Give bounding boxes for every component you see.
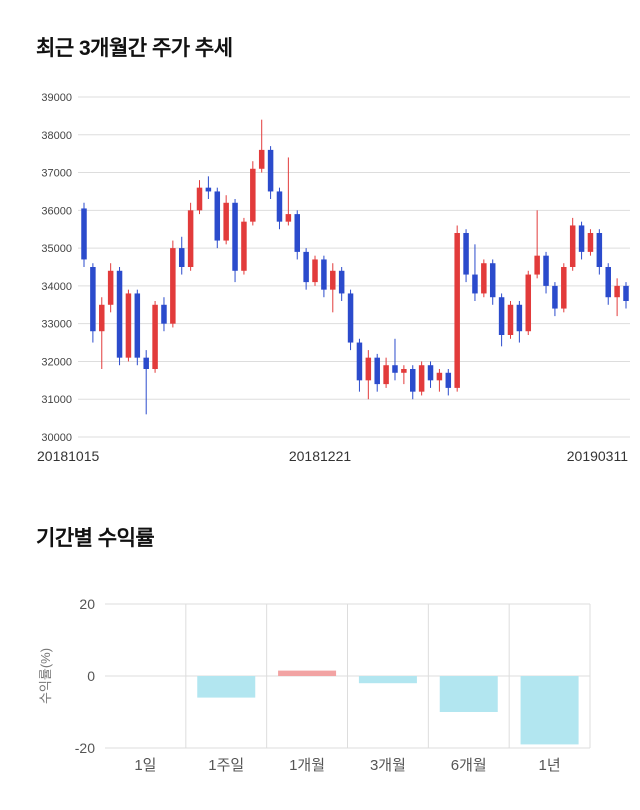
candle-body [107,270,114,305]
candle-body [312,259,318,283]
candle-body [578,225,585,252]
candle-body [356,342,363,381]
candle-body [116,270,123,358]
x-category-label: 3개월 [370,757,406,774]
y-tick-label: 33000 [41,319,72,331]
candle-body [596,233,603,267]
y-axis-title: 수익률(%) [38,648,53,704]
returns-chart-title: 기간별 수익률 [36,527,155,550]
return-bar [278,670,337,676]
y-tick-label: 32000 [41,356,72,368]
candle-body [330,270,336,290]
return-bar [197,676,256,698]
candle-body [276,191,283,222]
candle-body [463,233,469,275]
candle-body [294,214,300,252]
candle-body [445,372,452,388]
x-tick-middle: 20181221 [288,448,352,464]
candle-body [543,255,549,286]
candle-body [258,149,265,169]
candle-body [250,168,256,222]
x-category-label: 6개월 [451,757,487,774]
y-tick-label: 36000 [41,205,72,217]
candle-body [418,365,425,392]
candle-body [321,259,327,290]
candle-body [436,372,443,381]
price-chart-title: 최근 3개월간 주가 추세 [36,37,233,60]
candle-body [125,293,132,358]
candle-body [178,248,185,267]
candle-body [285,214,292,222]
candle-body [525,274,532,332]
return-bar [439,676,498,712]
candle-body [410,369,416,392]
candle-body [90,267,96,332]
candle-body [143,357,149,369]
x-category-label: 1년 [539,757,561,774]
x-category-label: 1개월 [289,757,325,774]
candle-body [481,263,487,294]
candle-body [187,210,194,267]
candle-body [498,297,505,335]
y-tick-label: 20 [79,596,95,612]
candle-body [241,221,247,271]
candle-body [232,202,238,271]
return-bar [520,676,579,745]
x-category-label: 1일 [134,757,156,774]
x-tick-start: 20181015 [37,448,100,464]
x-category-label: 1주일 [208,757,244,774]
candle-body [516,304,523,332]
candle-body [587,233,594,252]
candle-body [196,187,203,211]
y-tick-label: 30000 [41,432,72,444]
y-tick-label: 34000 [41,281,72,293]
price-chart-area: 39000 38000 37000 36000 35000 34000 33000 32000… [0,85,640,465]
y-tick-label: 39000 [41,92,72,104]
candle-body [161,304,167,324]
candle-body [561,267,567,309]
y-tick-label: 37000 [41,168,72,180]
candle-body [623,285,629,301]
returns-chart-area: 20 0 -20 1일 1주일 1개월 3개월 6개월 1년 수익률(%) [0,585,640,785]
candle-body [534,255,540,275]
candle-body [614,285,620,298]
candle-body [365,357,372,381]
returns-chart: 20 0 -20 1일 1주일 1개월 3개월 6개월 1년 수익률(%) [38,596,591,774]
candle-body [267,149,274,192]
return-bar [358,676,417,684]
candle-body [605,267,611,298]
candle-body [383,365,389,385]
candle-body [347,293,354,343]
candle-body [427,365,434,381]
candle-body [338,270,345,294]
candle-body [454,233,460,388]
price-chart-x-axis: 20181015 20181221 20190311 [0,448,640,468]
candle-body [507,304,514,335]
candle-body [214,191,221,241]
x-tick-end: 20190311 [566,448,628,464]
candle-body [569,225,576,267]
y-tick-label: 0 [87,668,95,684]
candle-body [472,274,478,294]
price-chart: 39000 38000 37000 36000 35000 34000 33000 32000… [41,92,630,444]
candle-body [170,248,176,324]
y-tick-label: 38000 [41,130,72,142]
candle-body [401,369,407,373]
candle-body [152,304,158,369]
candle-body [489,263,496,298]
candle-body [81,208,87,260]
candle-body [303,251,309,283]
candle-body [374,357,380,385]
y-tick-label: -20 [75,740,95,756]
y-tick-label: 35000 [41,243,72,255]
candle-body [552,285,558,309]
candle-body [223,202,229,241]
candle-body [205,187,212,192]
y-tick-label: 31000 [41,394,72,406]
candle-body [134,293,141,358]
candle-body [392,365,398,373]
candle-body [99,304,105,332]
